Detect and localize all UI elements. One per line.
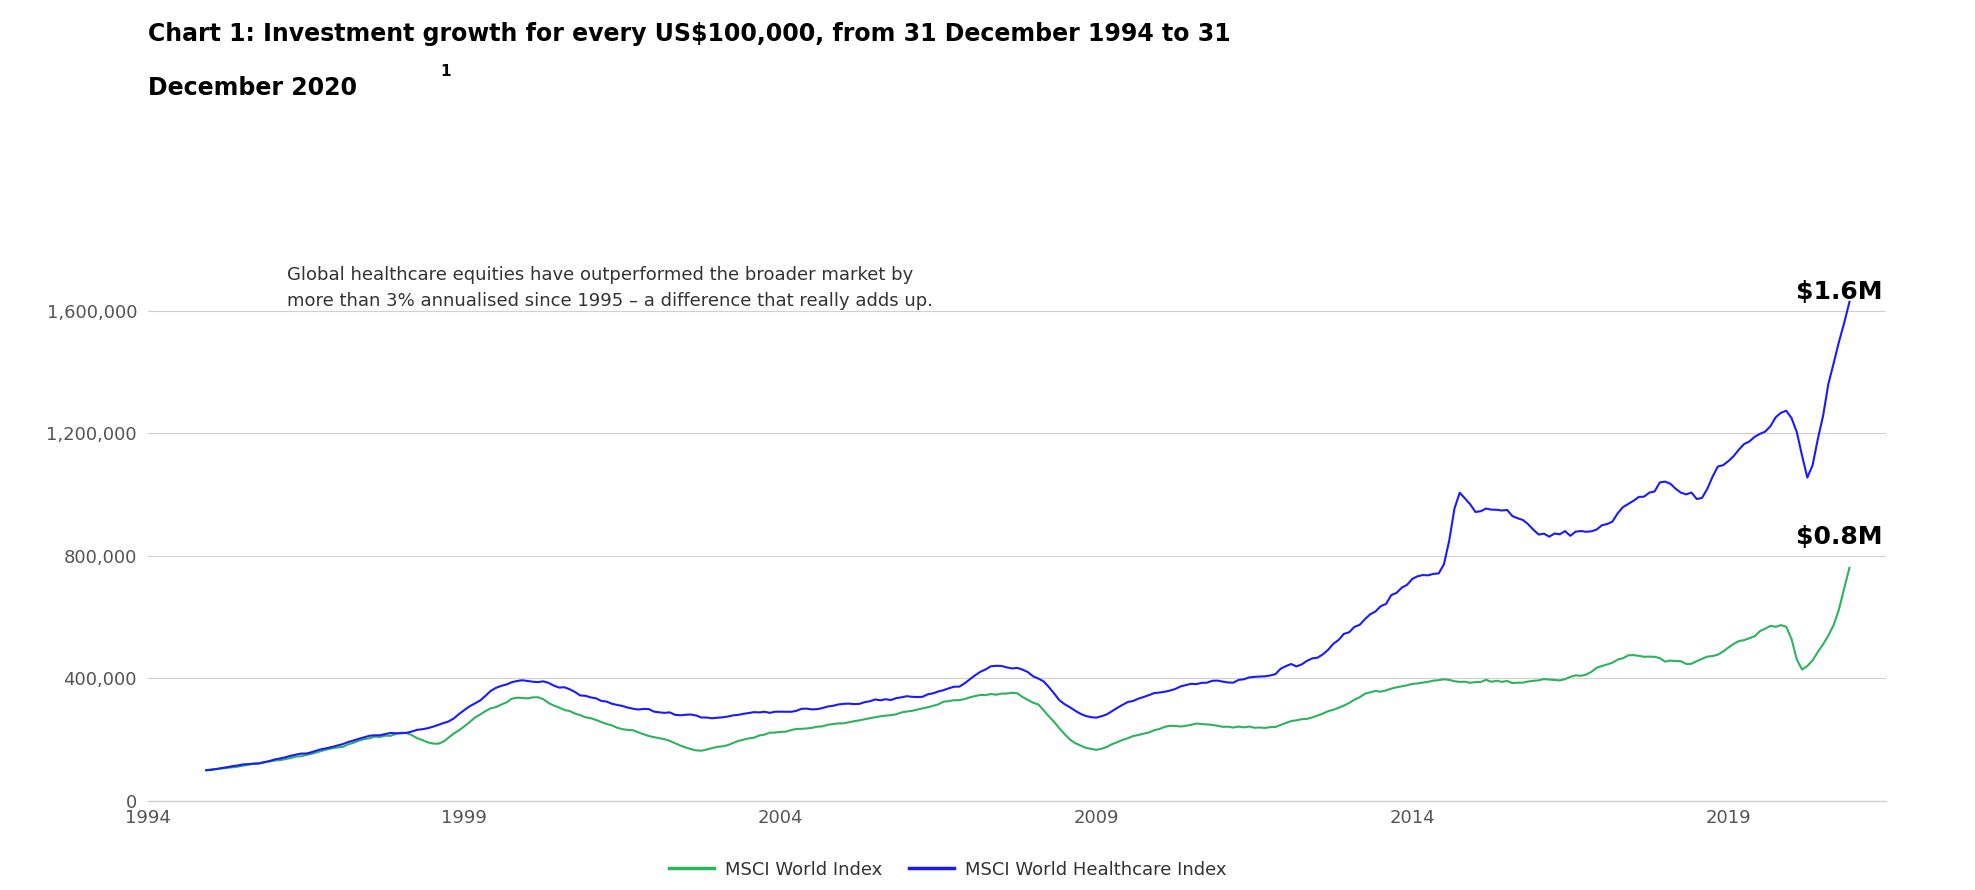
Text: Global healthcare equities have outperformed the broader market by
more than 3% : Global healthcare equities have outperfo… bbox=[286, 266, 932, 310]
Text: $1.6M: $1.6M bbox=[1797, 280, 1882, 304]
Text: December 2020: December 2020 bbox=[148, 76, 357, 100]
Text: Chart 1: Investment growth for every US$100,000, from 31 December 1994 to 31: Chart 1: Investment growth for every US$… bbox=[148, 22, 1230, 46]
Text: $0.8M: $0.8M bbox=[1797, 525, 1882, 549]
Legend: MSCI World Index, MSCI World Healthcare Index: MSCI World Index, MSCI World Healthcare … bbox=[662, 854, 1234, 886]
Text: 1: 1 bbox=[440, 64, 450, 79]
